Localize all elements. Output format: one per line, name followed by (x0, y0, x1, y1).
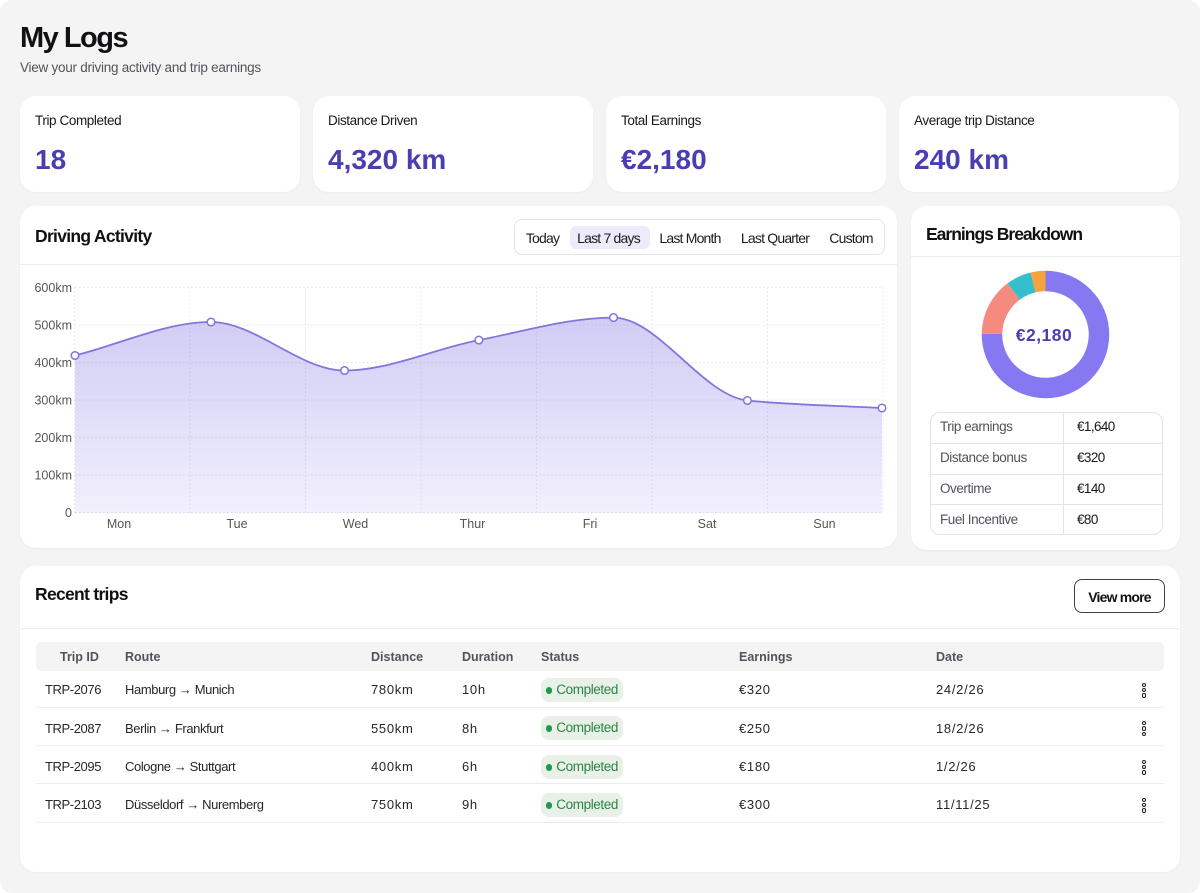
svg-text:Sun: Sun (813, 517, 835, 531)
svg-text:300km: 300km (34, 394, 72, 408)
svg-text:200km: 200km (34, 431, 72, 445)
svg-text:400km: 400km (34, 356, 72, 370)
svg-text:600km: 600km (34, 281, 72, 295)
svg-text:Wed: Wed (343, 517, 369, 531)
svg-text:500km: 500km (34, 319, 72, 333)
svg-text:€2,180: €2,180 (1016, 325, 1073, 345)
svg-text:Mon: Mon (107, 517, 131, 531)
svg-text:Sat: Sat (698, 517, 717, 531)
svg-text:Tue: Tue (226, 517, 247, 531)
svg-text:100km: 100km (34, 469, 72, 483)
svg-text:0: 0 (65, 506, 72, 520)
svg-text:Thur: Thur (460, 517, 486, 531)
svg-text:Fri: Fri (583, 517, 598, 531)
